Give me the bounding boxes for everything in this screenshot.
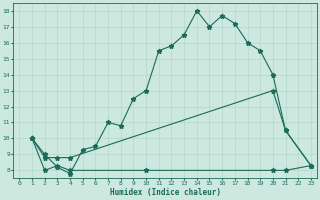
X-axis label: Humidex (Indice chaleur): Humidex (Indice chaleur)	[110, 188, 220, 197]
